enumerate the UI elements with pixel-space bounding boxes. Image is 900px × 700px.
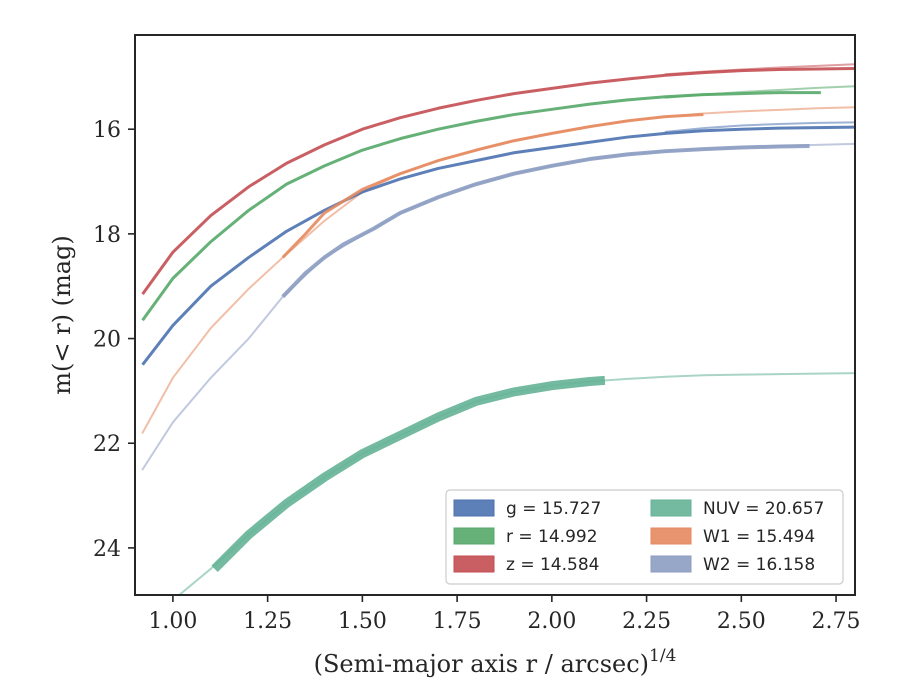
y-tick-label: 16 bbox=[93, 118, 121, 143]
x-tick-label: 1.25 bbox=[243, 609, 292, 634]
y-tick-label: 18 bbox=[93, 223, 121, 248]
legend-label-W2: W2 = 16.158 bbox=[703, 555, 815, 575]
x-tick-label: 1.50 bbox=[338, 609, 387, 634]
legend-box bbox=[445, 489, 844, 585]
series-line-r bbox=[141, 91, 821, 322]
x-axis-label-exponent: 1/4 bbox=[649, 646, 676, 666]
legend-swatch-r bbox=[453, 527, 495, 545]
x-axis-label-text: (Semi-major axis r / arcsec) bbox=[314, 650, 649, 678]
legend-label-W1: W1 = 15.494 bbox=[703, 527, 815, 547]
y-tick-label: 20 bbox=[93, 328, 121, 353]
series-line-W1 bbox=[281, 113, 704, 259]
series-halo-W2 bbox=[141, 142, 855, 471]
series-halo-g bbox=[664, 121, 855, 133]
y-axis-label: m(< r) (mag) bbox=[48, 235, 76, 394]
x-tick-label: 2.00 bbox=[527, 609, 576, 634]
legend-label-NUV: NUV = 20.657 bbox=[703, 499, 824, 519]
plot-frame bbox=[134, 34, 856, 596]
legend-label-z: z = 14.584 bbox=[506, 555, 599, 575]
series-line-g bbox=[141, 125, 855, 366]
series-line-z bbox=[141, 67, 855, 295]
legend-swatch-W2 bbox=[650, 555, 692, 573]
legend-swatch-NUV bbox=[650, 499, 692, 517]
x-tick-label: 2.25 bbox=[622, 609, 671, 634]
y-tick-label: 24 bbox=[93, 537, 121, 562]
series-line-NUV bbox=[211, 375, 606, 573]
x-tick-label: 1.75 bbox=[433, 609, 482, 634]
x-tick-label: 1.00 bbox=[148, 609, 197, 634]
x-tick-label: 2.75 bbox=[812, 609, 861, 634]
series-line-W2 bbox=[281, 143, 810, 299]
x-tick-label: 2.50 bbox=[717, 609, 766, 634]
y-tick-label: 22 bbox=[93, 432, 121, 457]
legend-swatch-z bbox=[453, 555, 495, 573]
legend-label-g: g = 15.727 bbox=[506, 499, 601, 519]
legend-swatch-W1 bbox=[650, 527, 692, 545]
legend-label-r: r = 14.992 bbox=[506, 527, 598, 547]
x-axis-label: (Semi-major axis r / arcsec)1/4 bbox=[314, 646, 677, 678]
legend-swatch-g bbox=[453, 499, 495, 517]
